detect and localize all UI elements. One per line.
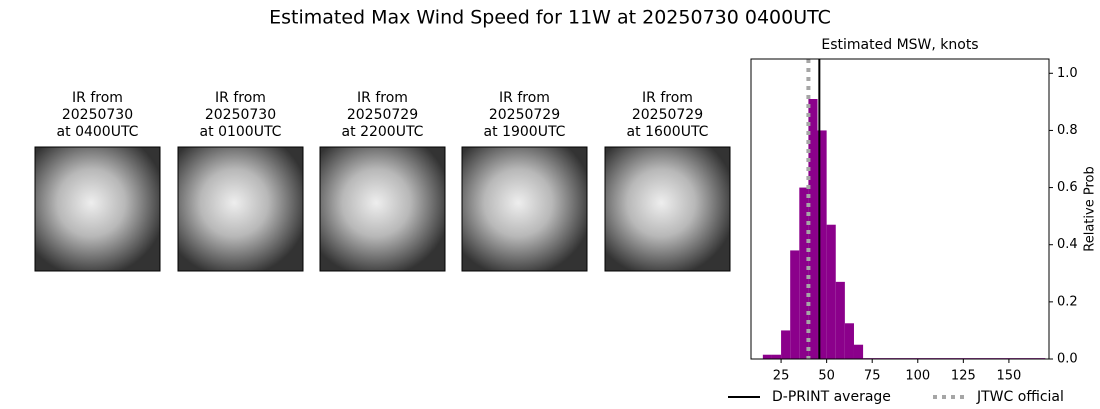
- panel-caption: 20250730: [205, 107, 276, 123]
- x-tick-label: 25: [773, 369, 790, 384]
- bar: [826, 224, 836, 359]
- bar: [799, 187, 809, 359]
- bar: [781, 330, 791, 359]
- ir-image: [461, 146, 588, 272]
- panel-caption: IR from: [215, 90, 266, 106]
- x-tick-label: 75: [864, 369, 881, 384]
- y-tick-label: 0.0: [1057, 352, 1078, 367]
- figure-title: Estimated Max Wind Speed for 11W at 2025…: [269, 7, 831, 29]
- y-tick-label: 1.0: [1057, 66, 1078, 81]
- panel-caption: at 1600UTC: [627, 124, 709, 140]
- panel-caption: IR from: [72, 90, 123, 106]
- bar: [844, 323, 854, 359]
- bar: [790, 250, 800, 359]
- panel-caption: at 0400UTC: [57, 124, 139, 140]
- bar: [835, 281, 845, 359]
- x-tick-label: 125: [951, 369, 976, 384]
- y-tick-label: 0.8: [1057, 123, 1078, 138]
- y-axis-label: Relative Prob: [1083, 166, 1098, 251]
- x-tick-label: 50: [818, 369, 835, 384]
- plot-frame: [750, 58, 1050, 360]
- y-tick-label: 0.2: [1057, 294, 1078, 309]
- legend-label: D-PRINT average: [772, 389, 891, 405]
- panel-caption: 20250729: [347, 107, 418, 123]
- bar: [762, 354, 772, 359]
- y-tick-label: 0.6: [1057, 180, 1078, 195]
- x-tick-label: 150: [996, 369, 1021, 384]
- x-tick-label: 100: [905, 369, 930, 384]
- ir-image: [34, 146, 161, 272]
- ir-images: [34, 146, 731, 272]
- chart-title: Estimated MSW, knots: [821, 37, 978, 53]
- ir-image: [604, 146, 731, 272]
- panel-caption: at 1900UTC: [484, 124, 566, 140]
- bar: [853, 344, 864, 359]
- panel-caption: at 2200UTC: [342, 124, 424, 140]
- bar: [771, 354, 782, 359]
- panel-caption: IR from: [642, 90, 693, 106]
- bar: [817, 130, 827, 359]
- ir-image: [177, 146, 304, 272]
- panel-caption: at 0100UTC: [200, 124, 282, 140]
- panel-caption: IR from: [357, 90, 408, 106]
- y-tick-label: 0.4: [1057, 237, 1078, 252]
- ir-image: [319, 146, 446, 272]
- panel-caption: IR from: [499, 90, 550, 106]
- legend-label: JTWC official: [976, 389, 1064, 405]
- panel-caption: 20250729: [489, 107, 560, 123]
- bar: [808, 99, 818, 359]
- panel-caption: 20250730: [62, 107, 133, 123]
- panel-caption: 20250729: [632, 107, 703, 123]
